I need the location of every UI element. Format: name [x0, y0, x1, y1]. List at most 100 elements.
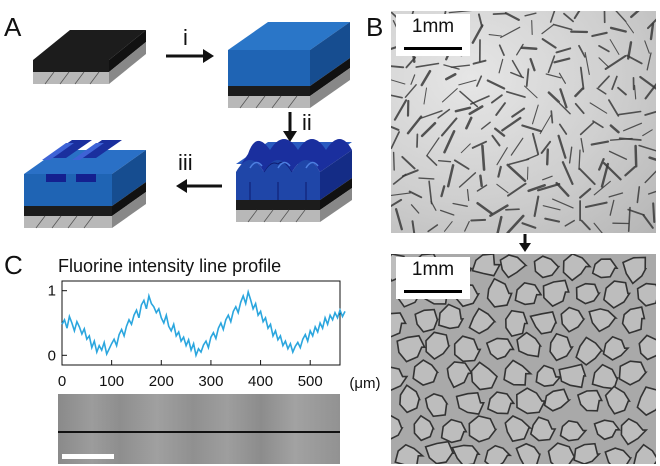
wrinkle-mark	[391, 192, 411, 197]
wrinkle-mark	[476, 75, 483, 87]
profile-series-line	[61, 288, 346, 359]
wrinkle-mark	[642, 129, 653, 137]
grooved-domain	[636, 282, 656, 307]
wrinkle-mark	[652, 202, 656, 224]
wrinkle-mark	[649, 22, 655, 41]
grooved-block-4	[24, 140, 146, 229]
wrinkle-mark	[392, 151, 395, 171]
wrinkle-mark	[634, 84, 637, 100]
wrinkle-mark	[418, 177, 435, 180]
wrinkle-mark	[490, 94, 503, 104]
wrinkle-mark	[611, 75, 618, 91]
substrate-block-1	[33, 30, 146, 85]
wrinkle-mark	[627, 208, 645, 216]
wrinkle-mark	[472, 59, 487, 65]
wrinkle-mark	[526, 154, 539, 161]
wrinkle-mark	[492, 12, 507, 15]
wrinkle-mark	[542, 175, 553, 181]
wrinkle-mark	[644, 170, 656, 184]
wrinkle-mark	[440, 185, 446, 198]
wrinkle-mark	[460, 143, 471, 154]
wrinkle-mark	[592, 120, 604, 129]
grooved-domain	[396, 334, 426, 363]
wrinkle-mark	[505, 208, 520, 211]
grooved-domain	[514, 282, 543, 306]
grooved-domain	[576, 389, 603, 412]
grooved-domain	[412, 359, 440, 386]
wrinkle-mark	[444, 221, 453, 232]
fluorine-map-strip	[58, 394, 340, 464]
coated-block-2	[228, 22, 350, 109]
x-tick-label: 0	[58, 373, 66, 390]
arrow-step-iii	[176, 179, 222, 193]
scalebar-top: 1mm	[396, 14, 470, 56]
grooved-domain	[455, 391, 485, 415]
wrinkle-mark	[504, 11, 520, 21]
wrinkle-mark	[609, 39, 620, 55]
wrinkle-mark	[525, 68, 530, 87]
wrinkle-mark	[578, 149, 581, 170]
wrinkle-mark	[648, 190, 656, 195]
wrinkle-mark	[411, 220, 416, 233]
wrinkle-mark	[410, 74, 416, 85]
wrinkle-mark	[593, 222, 603, 233]
wrinkle-mark	[598, 45, 610, 53]
wrinkle-mark	[644, 110, 656, 116]
wrinkle-mark	[391, 198, 403, 208]
wrinkle-mark	[464, 221, 470, 232]
arrow-step-ii	[283, 112, 297, 142]
grooved-domain	[391, 414, 404, 440]
wrinkle-mark	[423, 87, 427, 105]
x-tick-label: 500	[298, 373, 323, 390]
wrinkle-mark	[648, 156, 656, 162]
wrinkle-mark	[559, 88, 568, 109]
wrinkle-mark	[579, 121, 595, 136]
panel-label-a: A	[4, 12, 22, 42]
wrinkle-mark	[625, 22, 634, 34]
wrinkle-mark	[458, 79, 477, 86]
wrinkle-mark	[521, 222, 537, 229]
wrinkle-mark	[511, 59, 523, 78]
grooved-domain	[484, 444, 513, 464]
wrinkle-mark	[506, 90, 526, 98]
wrinkle-mark	[506, 163, 527, 183]
wrinkle-mark	[394, 208, 403, 231]
wrinkle-mark	[448, 11, 473, 14]
grooved-domain	[575, 336, 604, 366]
grooved-domain	[542, 279, 570, 308]
grooved-domain	[468, 307, 497, 335]
grooved-domain	[468, 415, 498, 443]
wrinkle-mark	[638, 144, 656, 152]
wrinkle-mark	[494, 127, 506, 137]
wrinkle-mark	[496, 215, 503, 233]
wrinkle-mark	[391, 65, 405, 69]
wrinkle-mark	[406, 115, 423, 135]
grooved-domain	[515, 442, 541, 464]
wrinkle-mark	[391, 94, 403, 99]
wrinkle-mark	[426, 155, 438, 166]
grooved-domain	[593, 419, 621, 441]
grooved-domain	[516, 331, 543, 358]
wrinkle-mark	[500, 26, 521, 39]
wrinkle-mark	[564, 219, 575, 227]
grooved-domain	[547, 442, 576, 464]
wrinkle-mark	[636, 186, 641, 204]
wrinkle-mark	[420, 121, 437, 138]
grooved-domain	[471, 254, 502, 277]
wrinkle-mark	[506, 214, 525, 233]
wrinkle-mark	[470, 95, 490, 105]
wrinkle-mark	[544, 217, 561, 223]
grooved-domain	[562, 254, 592, 282]
grooved-domain	[499, 254, 528, 279]
profile-scan-line	[58, 431, 340, 433]
grooved-domain	[533, 255, 561, 279]
wrinkle-mark	[552, 198, 574, 209]
wrinkle-mark	[547, 91, 560, 104]
wrinkle-mark	[578, 167, 596, 186]
wrinkle-mark	[609, 26, 627, 33]
grooved-domain	[620, 417, 649, 446]
grooved-domain	[558, 363, 587, 389]
wrinkle-mark	[471, 24, 484, 44]
wrinkle-mark	[634, 144, 638, 168]
wrinkle-mark	[452, 202, 468, 207]
